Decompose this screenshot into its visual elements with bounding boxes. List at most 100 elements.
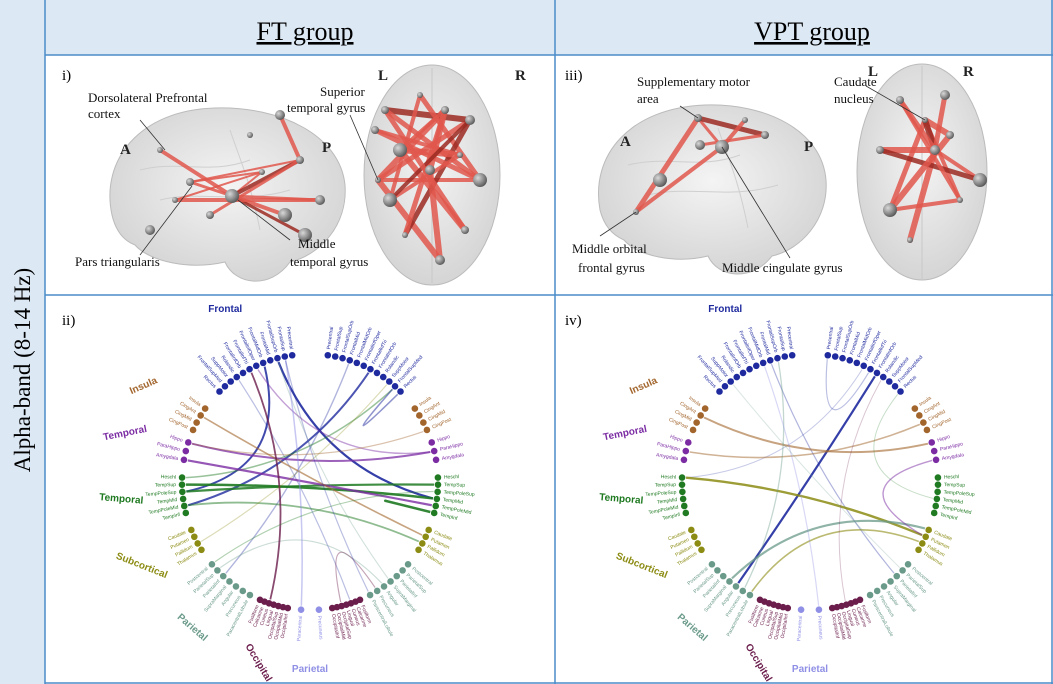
node [233, 374, 240, 381]
brain-node [465, 115, 475, 125]
annotation: frontal gyrus [578, 260, 645, 275]
node [420, 419, 427, 426]
node [789, 352, 796, 359]
brain-node [461, 226, 469, 234]
node [860, 363, 867, 370]
node-label: Heschl [661, 474, 676, 481]
node [880, 374, 887, 381]
node [683, 510, 690, 517]
node [422, 533, 429, 540]
node-label: TempSup [444, 482, 465, 488]
node [289, 352, 296, 359]
node [188, 527, 195, 534]
brain-node [225, 189, 239, 203]
node [387, 578, 394, 585]
node [435, 474, 442, 481]
node [216, 388, 223, 395]
node [905, 561, 912, 568]
node [683, 448, 690, 455]
node [922, 533, 929, 540]
node [240, 588, 247, 595]
annotation: Dorsolateral Prefrontal [88, 90, 208, 105]
node [893, 573, 900, 580]
node [179, 474, 186, 481]
annotation: temporal gyrus [287, 100, 365, 115]
node [892, 383, 899, 390]
brain-node [742, 117, 748, 123]
brain-node [896, 96, 904, 104]
annotation: temporal gyrus [290, 254, 368, 269]
node [247, 592, 254, 599]
node [424, 427, 431, 434]
figure: Alpha-band (8-14 Hz) FT group VPT group … [0, 0, 1053, 684]
panel-label: i) [62, 68, 71, 84]
node [179, 489, 186, 496]
annotation: Middle cingulate gyrus [722, 260, 843, 275]
brain-node [973, 173, 987, 187]
node [679, 489, 686, 496]
orientation-label: A [620, 134, 631, 150]
node [781, 353, 788, 360]
node [816, 606, 823, 613]
node [214, 567, 221, 574]
node [374, 588, 381, 595]
orientation-label: P [804, 139, 813, 155]
node [393, 573, 400, 580]
brain-node [278, 208, 292, 222]
brain-node [315, 195, 325, 205]
node [727, 378, 734, 385]
node [226, 578, 233, 585]
node [180, 496, 187, 503]
brain-node [417, 92, 423, 98]
node [209, 561, 216, 568]
node [760, 360, 767, 367]
brain-node [761, 131, 769, 139]
node [887, 578, 894, 585]
brain-node [383, 193, 397, 207]
annotation: nucleus [834, 91, 874, 106]
node [733, 583, 740, 590]
node [931, 448, 938, 455]
brain-node [425, 165, 435, 175]
node [916, 412, 923, 419]
node [798, 606, 805, 613]
node [434, 496, 441, 503]
node [246, 366, 253, 373]
node-label: TempSup [655, 482, 676, 488]
node [846, 357, 853, 364]
annotation: Supplementary motor [637, 74, 751, 89]
brain-node [402, 232, 408, 238]
node [194, 540, 201, 547]
node [197, 412, 204, 419]
brain-node [145, 225, 155, 235]
brain-node [653, 173, 667, 187]
node [934, 496, 941, 503]
annotation: Middle orbital [572, 241, 647, 256]
node [867, 366, 874, 373]
node [405, 561, 412, 568]
brain-node [957, 197, 963, 203]
column-title: VPT group [754, 17, 870, 46]
node [360, 363, 367, 370]
node [415, 547, 422, 554]
node [874, 370, 881, 377]
node [267, 357, 274, 364]
node [222, 383, 229, 390]
node [198, 547, 205, 554]
node [832, 353, 839, 360]
annotation: Superior [320, 84, 365, 99]
node [740, 588, 747, 595]
orientation-label: A [120, 142, 131, 158]
node [679, 481, 686, 488]
node [433, 456, 440, 463]
node-label: Heschl [444, 474, 459, 481]
group-label: Frontal [708, 304, 742, 315]
node [702, 405, 709, 412]
node [722, 383, 729, 390]
node [698, 547, 705, 554]
node [233, 583, 240, 590]
node [260, 360, 267, 367]
node [435, 481, 442, 488]
node [733, 374, 740, 381]
node [179, 481, 186, 488]
